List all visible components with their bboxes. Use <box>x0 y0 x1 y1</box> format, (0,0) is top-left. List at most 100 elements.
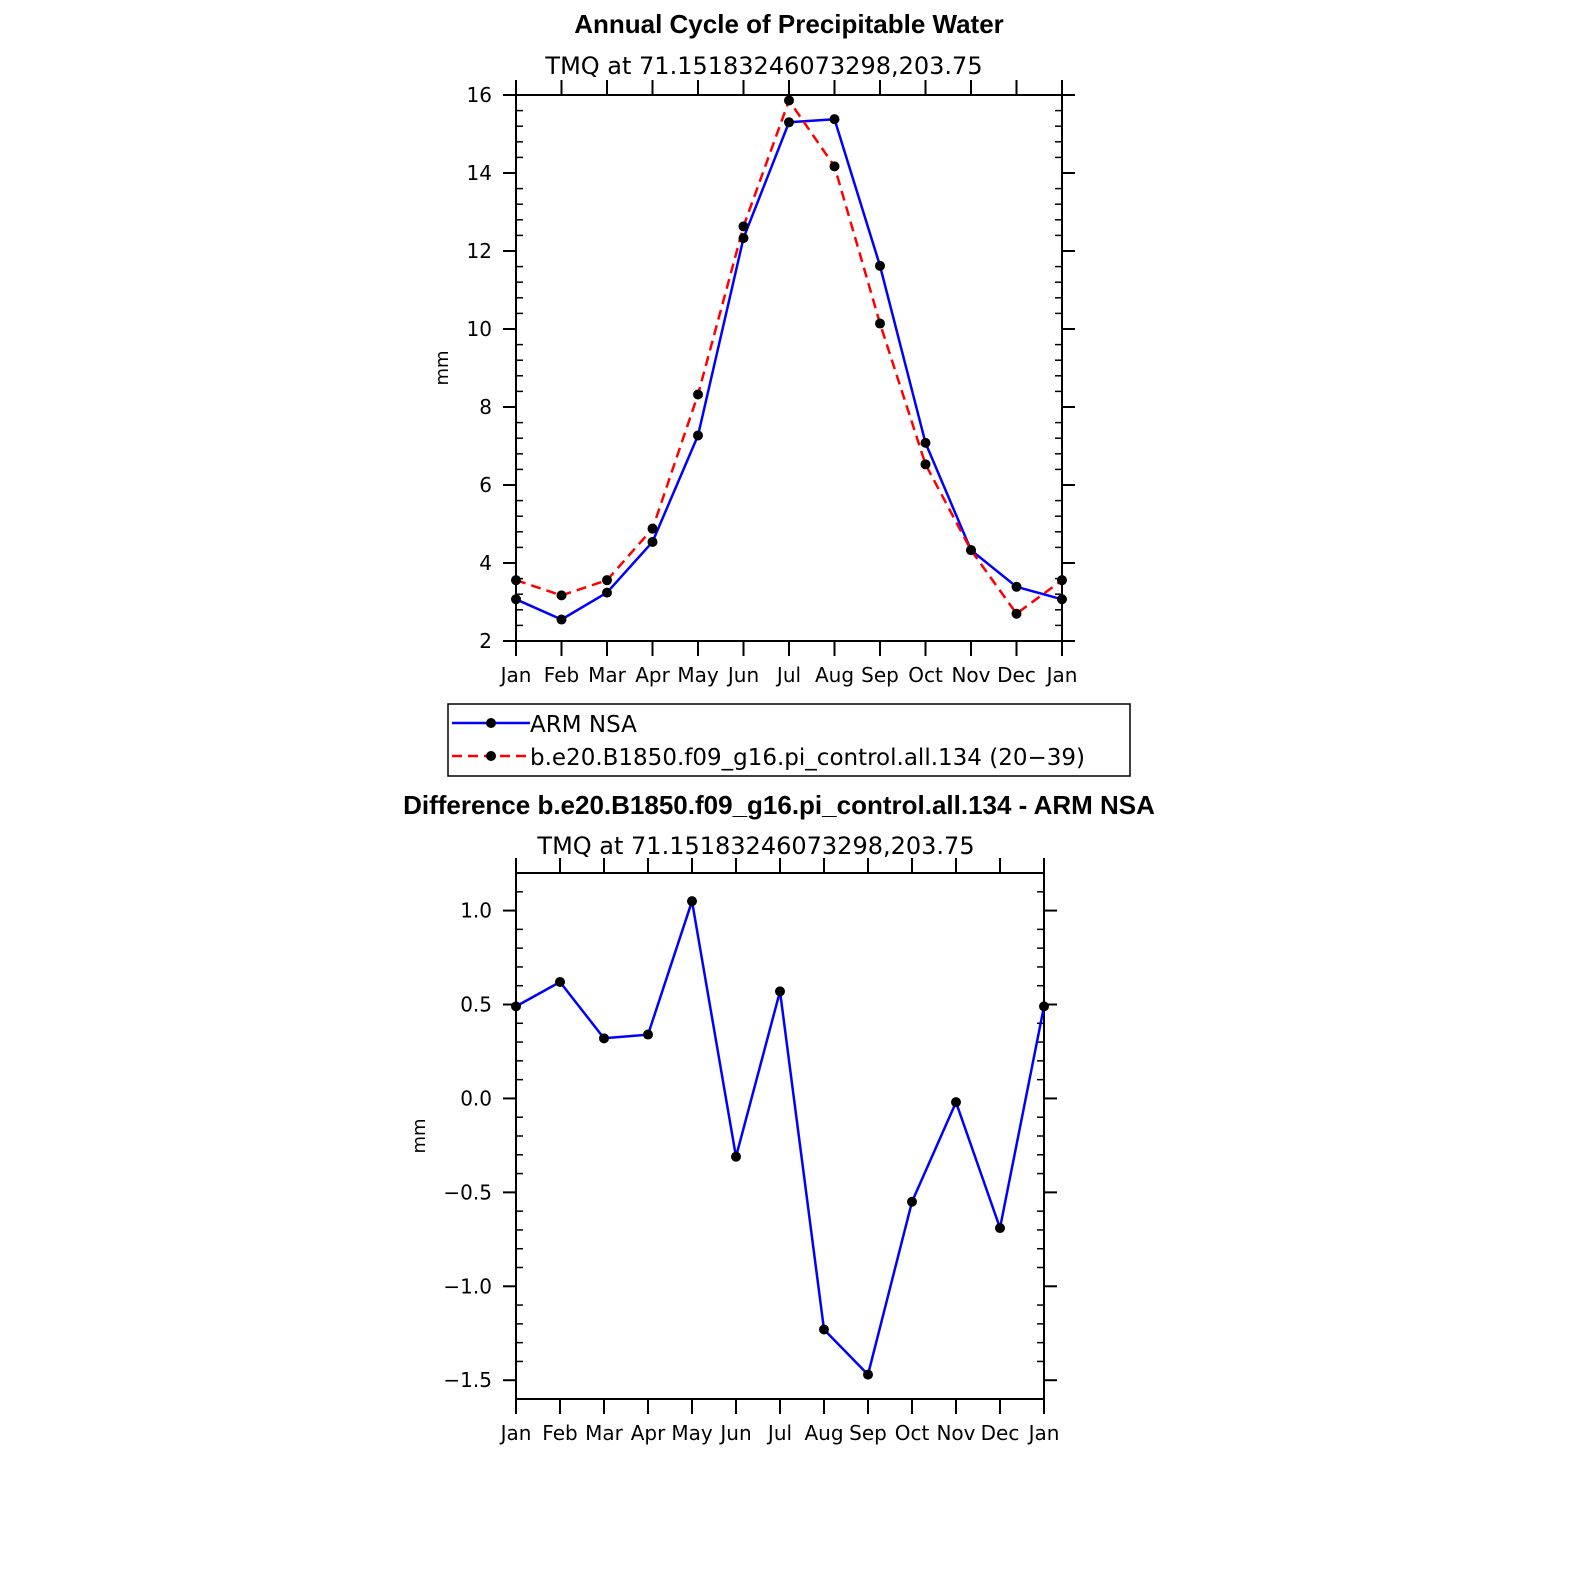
data-point-series-0 <box>556 614 567 625</box>
data-point-series-0 <box>731 1151 741 1162</box>
data-point-series-0 <box>775 986 785 997</box>
data-point-series-0 <box>995 1223 1005 1234</box>
plot-area <box>511 95 1067 625</box>
data-point-series-1 <box>920 459 931 470</box>
y-tick-label: 12 <box>467 239 492 263</box>
data-point-series-0 <box>784 117 794 128</box>
x-tick-label: May <box>671 1421 713 1445</box>
plot-area <box>511 896 1049 1380</box>
x-tick-label: Dec <box>997 663 1036 687</box>
x-tick-label: Nov <box>936 1421 975 1445</box>
legend-swatch-marker <box>486 718 496 728</box>
legend-item-arm-nsa: ARM NSA <box>452 712 637 738</box>
data-point-series-1 <box>693 389 703 400</box>
y-tick-label: 14 <box>467 161 492 185</box>
y-tick-label: −1.5 <box>443 1368 492 1392</box>
x-tick-label: Dec <box>981 1421 1020 1445</box>
data-point-series-0 <box>1011 581 1022 592</box>
y-tick-label: 8 <box>479 395 492 419</box>
chart-subtitle: TMQ at 71.15183246073298,203.75 <box>544 52 982 80</box>
legend-item-model: b.e20.B1850.f09_g16.pi_control.all.134 (… <box>452 745 1085 771</box>
x-tick-label: Nov <box>951 663 990 687</box>
data-point-series-1 <box>875 318 885 329</box>
data-point-series-0 <box>1039 1001 1049 1012</box>
x-tick-label: Feb <box>544 663 579 687</box>
x-tick-label: Apr <box>631 1421 666 1445</box>
data-point-series-0 <box>643 1029 653 1040</box>
series-line-1 <box>515 99 1063 615</box>
data-point-series-1 <box>511 575 521 586</box>
x-tick-label: Jun <box>726 663 759 687</box>
x-tick-label: Mar <box>588 663 627 687</box>
x-tick-label: Feb <box>542 1421 577 1445</box>
x-tick-label: May <box>677 663 719 687</box>
y-tick-label: 0.0 <box>460 1086 492 1110</box>
x-tick-label: Aug <box>804 1421 843 1445</box>
data-point-series-1 <box>829 161 840 172</box>
data-point-series-0 <box>875 260 885 271</box>
x-tick-label: Jun <box>718 1421 751 1445</box>
x-tick-label: Jul <box>775 663 801 687</box>
y-axis-label: mm <box>432 350 453 385</box>
x-tick-label: Jan <box>499 1421 532 1445</box>
y-axis-label: mm <box>409 1118 430 1153</box>
data-point-series-0 <box>907 1196 917 1207</box>
legend: ARM NSA b.e20.B1850.f09_g16.pi_control.a… <box>447 703 1131 777</box>
legend-label: b.e20.B1850.f09_g16.pi_control.all.134 (… <box>530 745 1085 771</box>
data-point-series-1 <box>602 575 612 586</box>
data-point-series-1 <box>647 523 658 534</box>
series-line-0 <box>515 117 1063 621</box>
y-tick-label: −1.0 <box>443 1274 492 1298</box>
chart-title: Annual Cycle of Precipitable Water <box>574 9 1004 39</box>
chart-subtitle: TMQ at 71.15183246073298,203.75 <box>536 832 974 860</box>
data-point-series-1 <box>1057 575 1067 586</box>
data-point-series-0 <box>829 114 840 125</box>
legend-label: ARM NSA <box>530 712 637 738</box>
data-point-series-0 <box>511 594 521 605</box>
annual-cycle-chart: Annual Cycle of Precipitable Water TMQ a… <box>432 9 1077 687</box>
y-tick-label: 4 <box>479 551 492 575</box>
data-point-series-1 <box>738 221 749 232</box>
x-tick-label: Jan <box>1045 663 1078 687</box>
data-point-series-1 <box>1011 608 1022 619</box>
data-point-series-1 <box>966 545 976 556</box>
legend-swatch-marker <box>486 751 496 761</box>
y-tick-label: 10 <box>467 317 492 341</box>
data-point-series-0 <box>555 976 565 987</box>
data-point-series-0 <box>602 587 612 598</box>
data-point-series-0 <box>1057 594 1067 605</box>
series-line-0 <box>515 899 1046 1376</box>
data-point-series-0 <box>599 1033 609 1044</box>
data-point-series-0 <box>687 896 697 907</box>
x-tick-label: Aug <box>815 663 854 687</box>
x-tick-label: Mar <box>585 1421 624 1445</box>
legend-box <box>447 703 1131 777</box>
x-tick-label: Apr <box>635 663 670 687</box>
data-point-series-0 <box>920 437 931 448</box>
x-tick-label: Jul <box>766 1421 792 1445</box>
data-point-series-0 <box>819 1324 829 1335</box>
difference-chart: Difference b.e20.B1850.f09_g16.pi_contro… <box>403 790 1155 1445</box>
data-point-series-1 <box>556 590 567 601</box>
x-tick-label: Jan <box>499 663 532 687</box>
y-tick-label: 2 <box>479 629 492 653</box>
x-tick-label: Sep <box>861 663 899 687</box>
x-tick-label: Jan <box>1027 1421 1060 1445</box>
data-point-series-0 <box>738 233 749 244</box>
axes: Jan Feb Mar Apr May Jun Jul Aug Sep Oct Nov Dec Jan 1… <box>443 858 1059 1445</box>
y-tick-label: 6 <box>479 473 492 497</box>
data-point-series-0 <box>863 1369 873 1380</box>
data-point-series-0 <box>511 1001 521 1012</box>
plot-frame <box>515 94 1063 642</box>
data-point-series-0 <box>647 536 658 547</box>
data-point-series-1 <box>784 95 794 106</box>
plot-frame <box>515 872 1045 1400</box>
x-tick-label: Oct <box>908 663 943 687</box>
data-point-series-0 <box>693 430 703 441</box>
x-tick-label: Sep <box>849 1421 887 1445</box>
y-tick-label: 0.5 <box>460 993 492 1017</box>
y-tick-label: 16 <box>467 83 492 107</box>
data-point-series-0 <box>951 1097 961 1108</box>
y-tick-label: −0.5 <box>443 1180 492 1204</box>
